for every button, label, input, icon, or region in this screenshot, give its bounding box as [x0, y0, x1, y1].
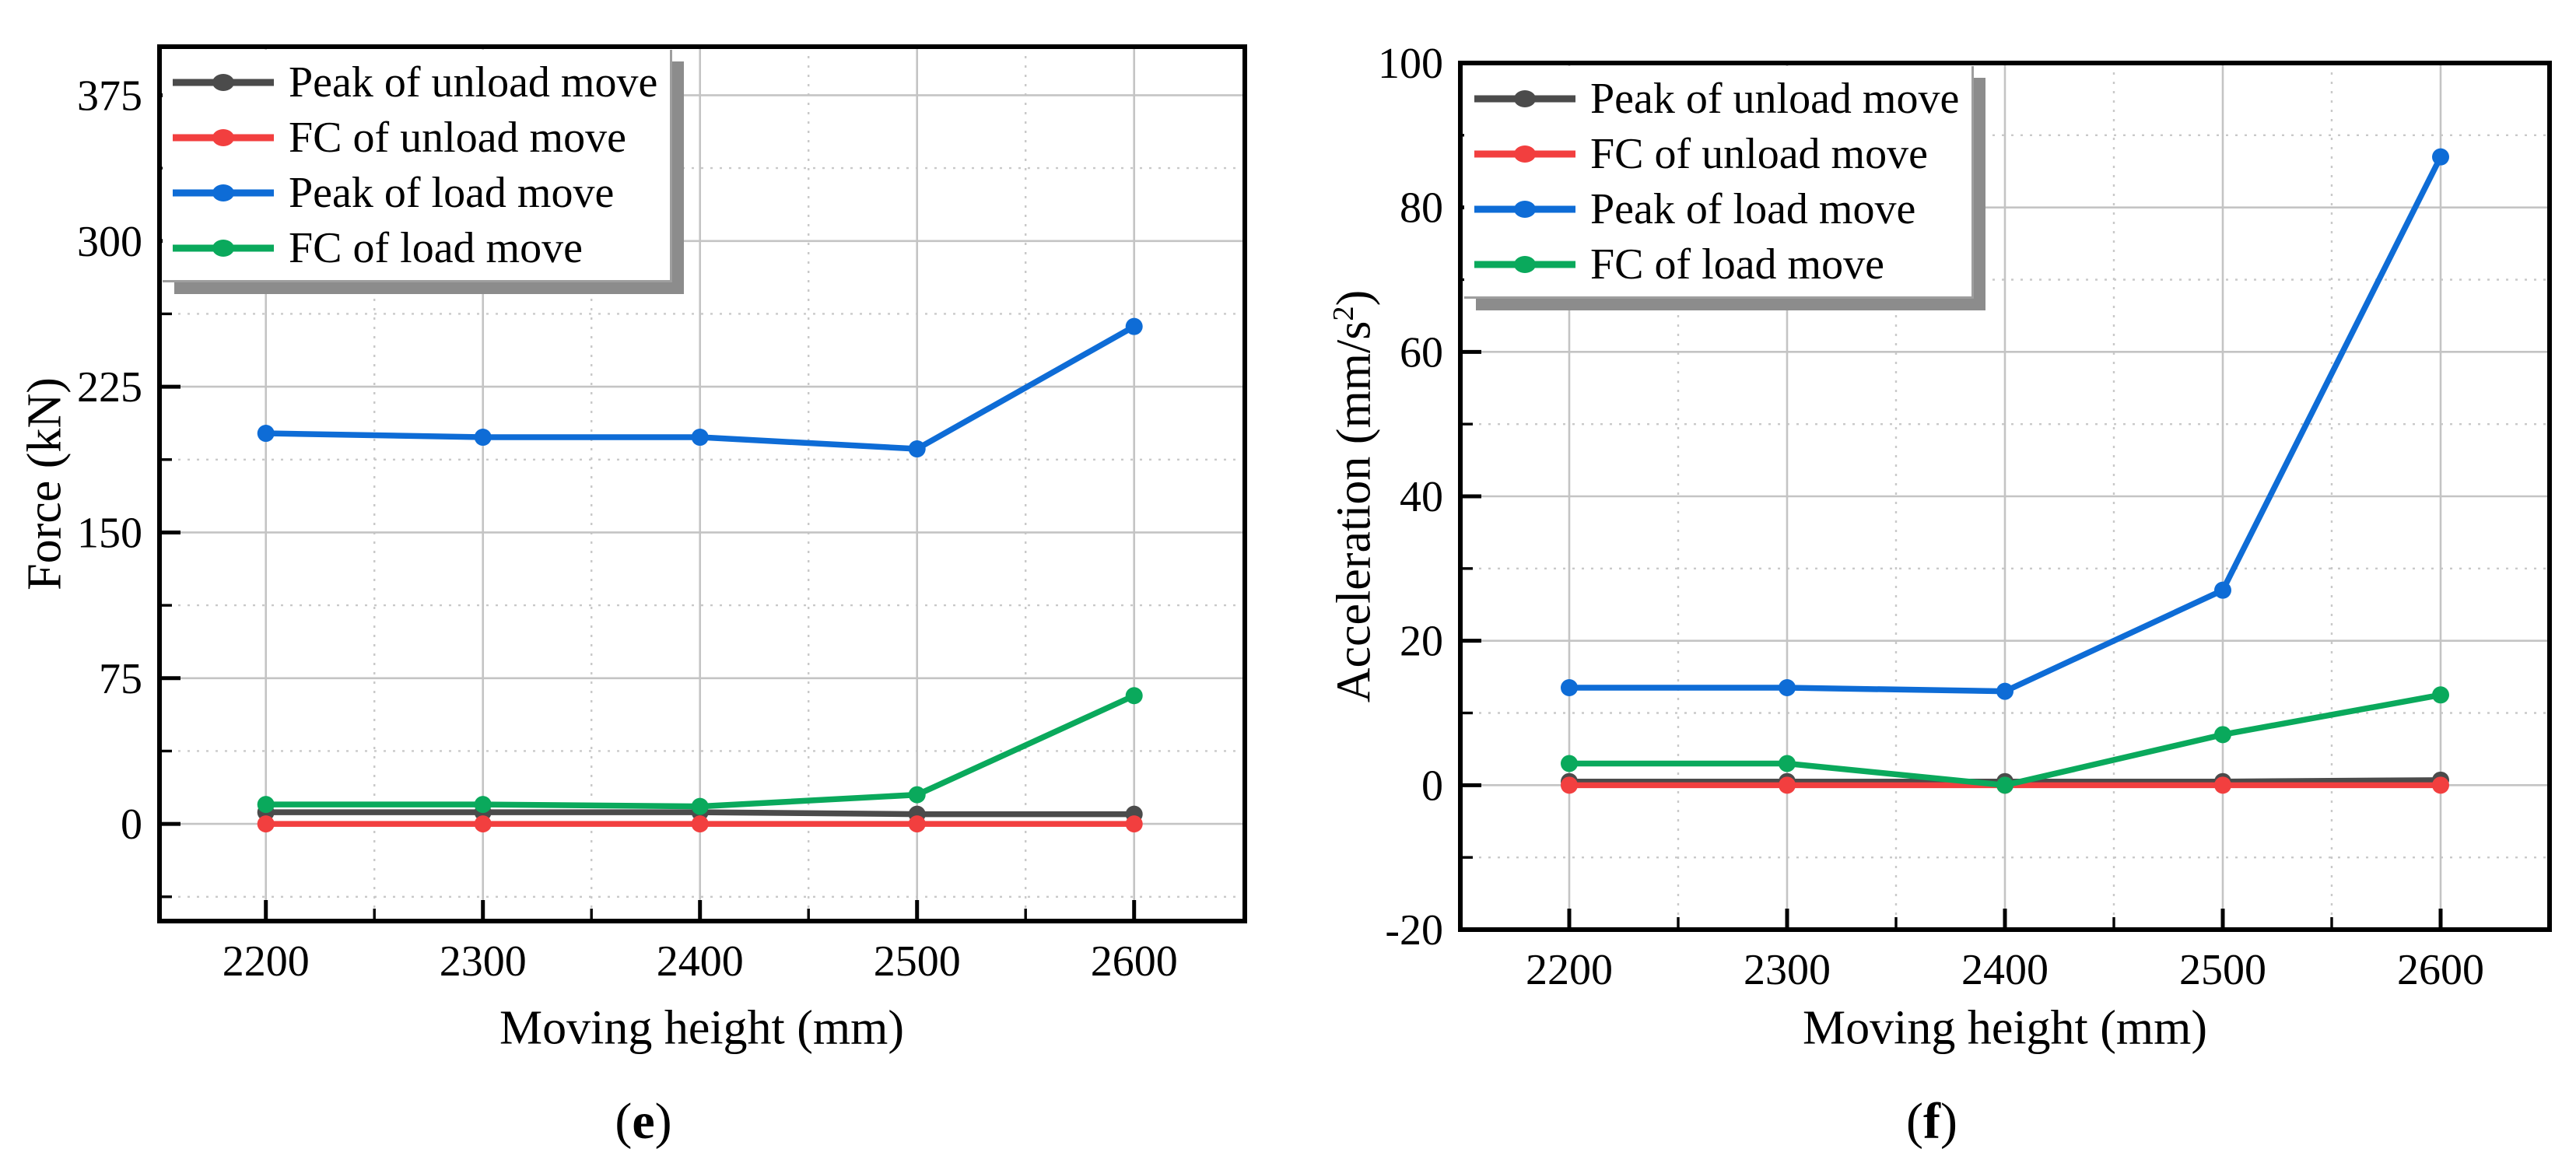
y-tick-label: 300	[77, 218, 142, 266]
x-tick-label: 2300	[440, 937, 527, 986]
legend-item-label: FC of load move	[289, 223, 583, 272]
x-tick-label: 2200	[1526, 946, 1613, 994]
tick-labels: -20 0 20 40 60 80 100 2200 2300 2400 2500 2600	[1378, 40, 2484, 994]
x-tick-label: 2600	[1091, 937, 1178, 986]
series-fc-of-load-move	[1561, 686, 2449, 794]
legend-item: Peak of load move	[1464, 181, 1971, 236]
legend-item-label: Peak of unload move	[289, 58, 658, 107]
caption-f: (f)	[1906, 1093, 1957, 1150]
chart-f-y-axis-label: Acceleration (mm/s2)	[1327, 289, 1381, 703]
plot-border	[157, 44, 1247, 923]
plot-border	[1458, 61, 2552, 932]
legend-item: FC of unload move	[1464, 126, 1971, 181]
minor-gridlines	[159, 47, 1245, 921]
y-tick-label: 225	[77, 363, 142, 412]
legend-sample-line	[1474, 255, 1575, 273]
legend-item: FC of load move	[163, 220, 670, 275]
y-tick-label: 0	[1421, 762, 1443, 810]
legend-item: FC of unload move	[163, 110, 670, 165]
x-tick-label: 2500	[874, 937, 961, 986]
tick-labels: 0 75 150 225 300 375 2200 2300 2400 2500 2600	[77, 72, 1178, 986]
caption-e: (e)	[615, 1093, 672, 1150]
y-tick-label: 375	[77, 72, 142, 120]
legend-item: Peak of unload move	[1464, 71, 1971, 126]
chart-f-x-axis-label: Moving height (mm)	[1802, 1001, 2208, 1055]
legend-sample-line	[173, 239, 274, 257]
chart-e-x-axis-label: Moving height (mm)	[499, 1001, 905, 1055]
legend-sample-line	[173, 128, 274, 146]
y-tick-label: 0	[121, 800, 142, 849]
legend-item: Peak of load move	[163, 165, 670, 220]
legend-sample-line	[1474, 145, 1575, 163]
y-tick-label: 80	[1400, 184, 1443, 233]
chart-e-canvas: 0 75 150 225 300 375 2200 2300 2400 2500 2600	[77, 44, 1247, 986]
major-gridlines	[159, 47, 1245, 921]
chart-f-legend: Peak of unload move FC of unload move Peak…	[1464, 66, 1974, 299]
x-tick-label: 2500	[2179, 946, 2266, 994]
legend-item-label: Peak of unload move	[1590, 74, 1960, 123]
series-fc-of-unload-move	[257, 815, 1143, 833]
x-tick-label: 2200	[223, 937, 310, 986]
legend-item-label: Peak of load move	[289, 168, 615, 217]
series-fc-of-load-move	[257, 687, 1143, 815]
chart-e-legend: Peak of unload move FC of unload move Peak…	[163, 50, 672, 282]
chart-e-y-axis-label: Force (kN)	[18, 377, 72, 590]
minor-gridlines	[1460, 63, 2550, 930]
y-tick-label: 100	[1378, 40, 1443, 88]
x-tick-label: 2600	[2397, 946, 2484, 994]
legend-sample-line	[173, 184, 274, 201]
y-tick-label: 40	[1400, 473, 1443, 521]
x-tick-label: 2300	[1744, 946, 1831, 994]
x-tick-label: 2400	[657, 937, 744, 986]
legend-item-label: Peak of load move	[1590, 184, 1916, 233]
legend-item-label: FC of load move	[1590, 240, 1884, 289]
legend-item: Peak of unload move	[163, 54, 670, 110]
series-peak-of-load-move	[1561, 148, 2449, 700]
y-tick-label: -20	[1385, 906, 1443, 955]
series-peak-of-load-move	[257, 317, 1143, 458]
legend-item: FC of load move	[1464, 236, 1971, 292]
y-tick-label: 75	[99, 655, 142, 703]
legend-item-label: FC of unload move	[1590, 129, 1928, 178]
legend-sample-line	[1474, 89, 1575, 107]
legend-sample-line	[173, 73, 274, 91]
y-tick-label: 150	[77, 509, 142, 557]
legend-sample-line	[1474, 200, 1575, 218]
legend-item-label: FC of unload move	[289, 113, 626, 162]
y-tick-label: 60	[1400, 328, 1443, 377]
x-tick-label: 2400	[1961, 946, 2049, 994]
y-tick-label: 20	[1400, 618, 1443, 666]
